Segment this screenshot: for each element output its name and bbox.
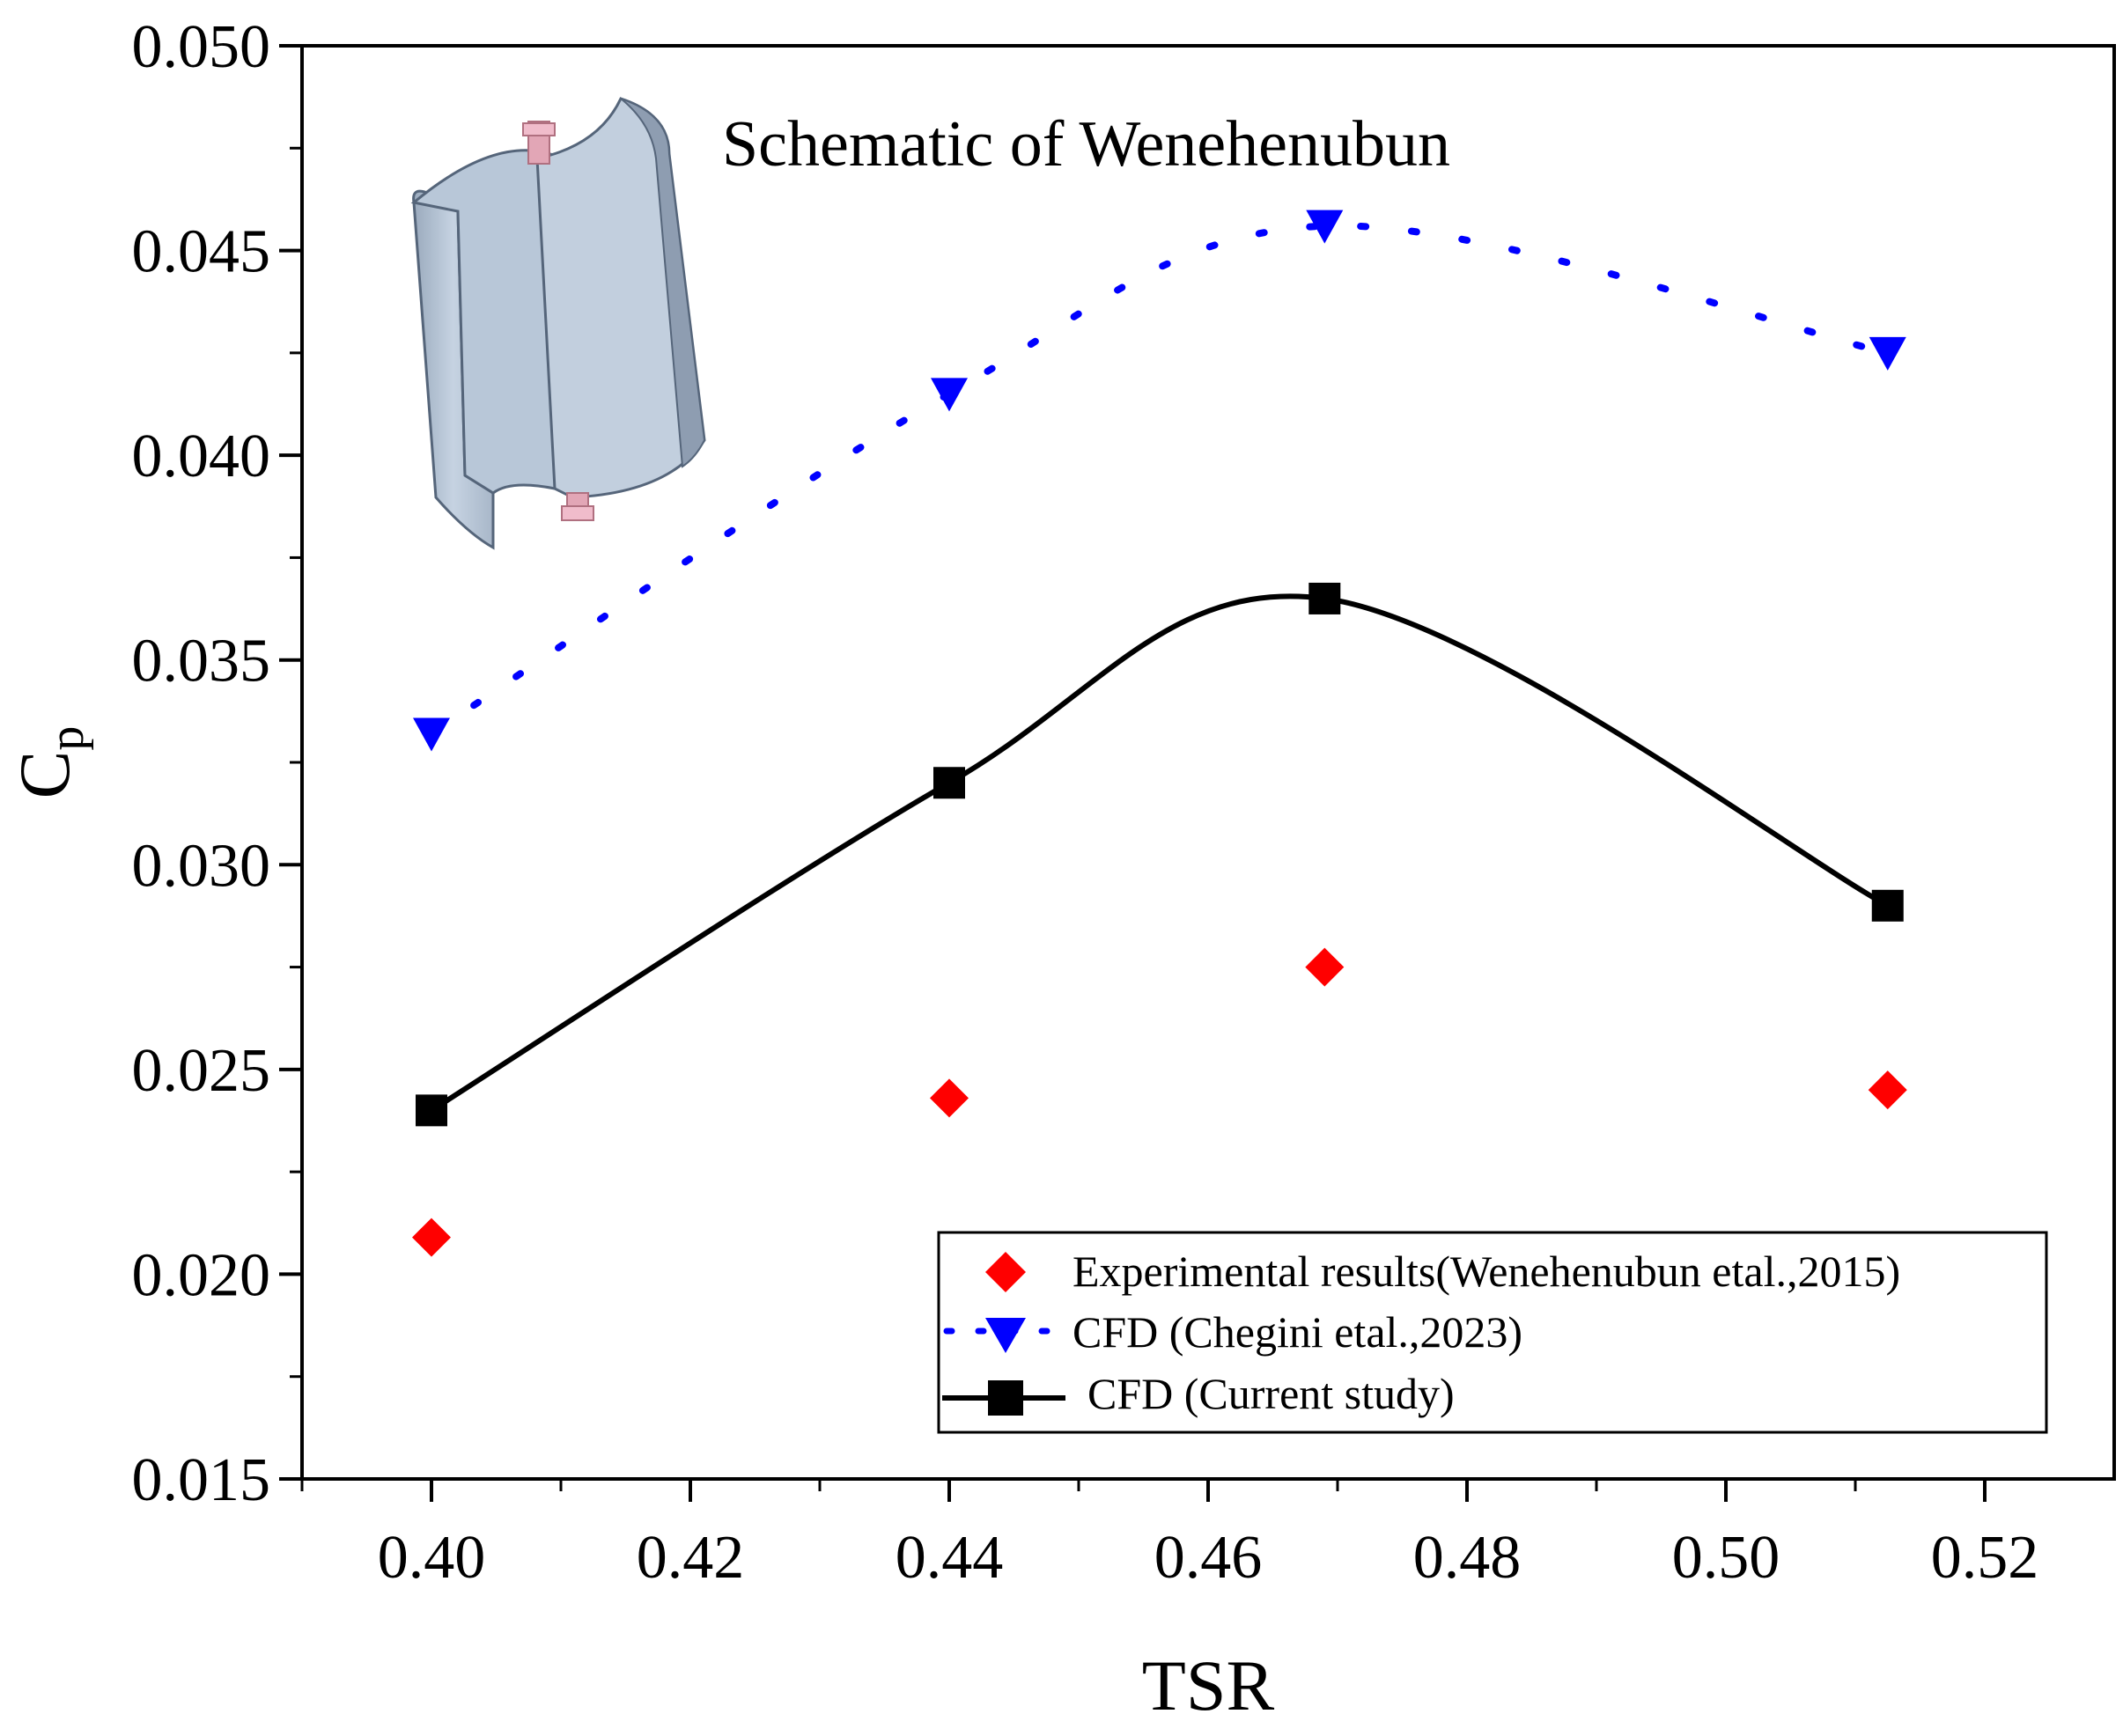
legend-marker-current [988,1380,1023,1416]
legend-marker-chegini [985,1318,1026,1353]
rotor-schematic [410,97,706,550]
data-point-square [1871,889,1904,922]
legend: Experimental results(Wenehenubun etal.,2… [937,1231,2048,1434]
legend-marker-experimental [985,1252,1026,1292]
y-tick-label: 0.020 [132,1241,271,1309]
rotor-shaft-top-cap [522,122,556,136]
series-2 [413,210,1906,752]
legend-box [937,1231,2048,1434]
legend-label-chegini: CFD (Chegini etal.,2023) [1073,1307,1522,1357]
legend-label-current: CFD (Current study) [1087,1369,1455,1418]
y-tick-label: 0.015 [132,1446,271,1514]
schematic-annotation: Schematic of Wenehenubun [722,108,1450,180]
data-point-square [1308,582,1341,614]
data-point-triangle [1869,336,1906,371]
y-axis-title-sub: p [40,726,94,751]
x-tick-label: 0.42 [637,1524,745,1592]
x-axis-title: TSR [1142,1645,1275,1725]
y-tick-label: 0.035 [132,628,271,695]
data-point-diamond [1305,947,1345,987]
y-tick-label: 0.040 [132,423,271,490]
series-line [430,593,1890,1113]
data-point-diamond [412,1217,451,1257]
data-point-square [416,1094,447,1127]
data-point-triangle [413,717,450,752]
y-tick-label: 0.050 [132,13,271,81]
rotor-blade-right-inner [620,98,706,468]
y-tick-label: 0.025 [132,1037,271,1105]
data-point-diamond [930,1078,969,1118]
x-tick-label: 0.48 [1413,1524,1522,1592]
series-3 [416,582,1904,1127]
x-tick-label: 0.46 [1154,1524,1263,1592]
series-1 [412,947,1907,1257]
legend-label-experimental: Experimental results(Wenehenubun etal.,2… [1073,1247,1900,1296]
y-tick-label: 0.030 [132,832,271,900]
series-line [428,222,1891,738]
rotor-shaft-bottom-cap [561,505,594,521]
y-axis-ticks: 0.015 0.020 0.025 0.030 0.035 0.040 0.045 0.050 [132,13,302,1514]
data-point-triangle [931,378,968,412]
x-tick-label: 0.52 [1931,1524,2039,1592]
x-axis-ticks: 0.40 0.42 0.44 0.46 0.48 0.50 0.52 [300,1479,2039,1592]
x-tick-label: 0.44 [896,1524,1004,1592]
y-axis-title-main: C [4,751,85,799]
x-tick-label: 0.50 [1672,1524,1780,1592]
data-point-diamond [1868,1070,1907,1110]
y-axis-title: Cp [4,726,94,799]
series-layer [412,210,1907,1257]
data-point-square [933,767,965,799]
y-tick-label: 0.045 [132,218,271,286]
x-tick-label: 0.40 [378,1524,486,1592]
data-point-triangle [1306,210,1344,244]
